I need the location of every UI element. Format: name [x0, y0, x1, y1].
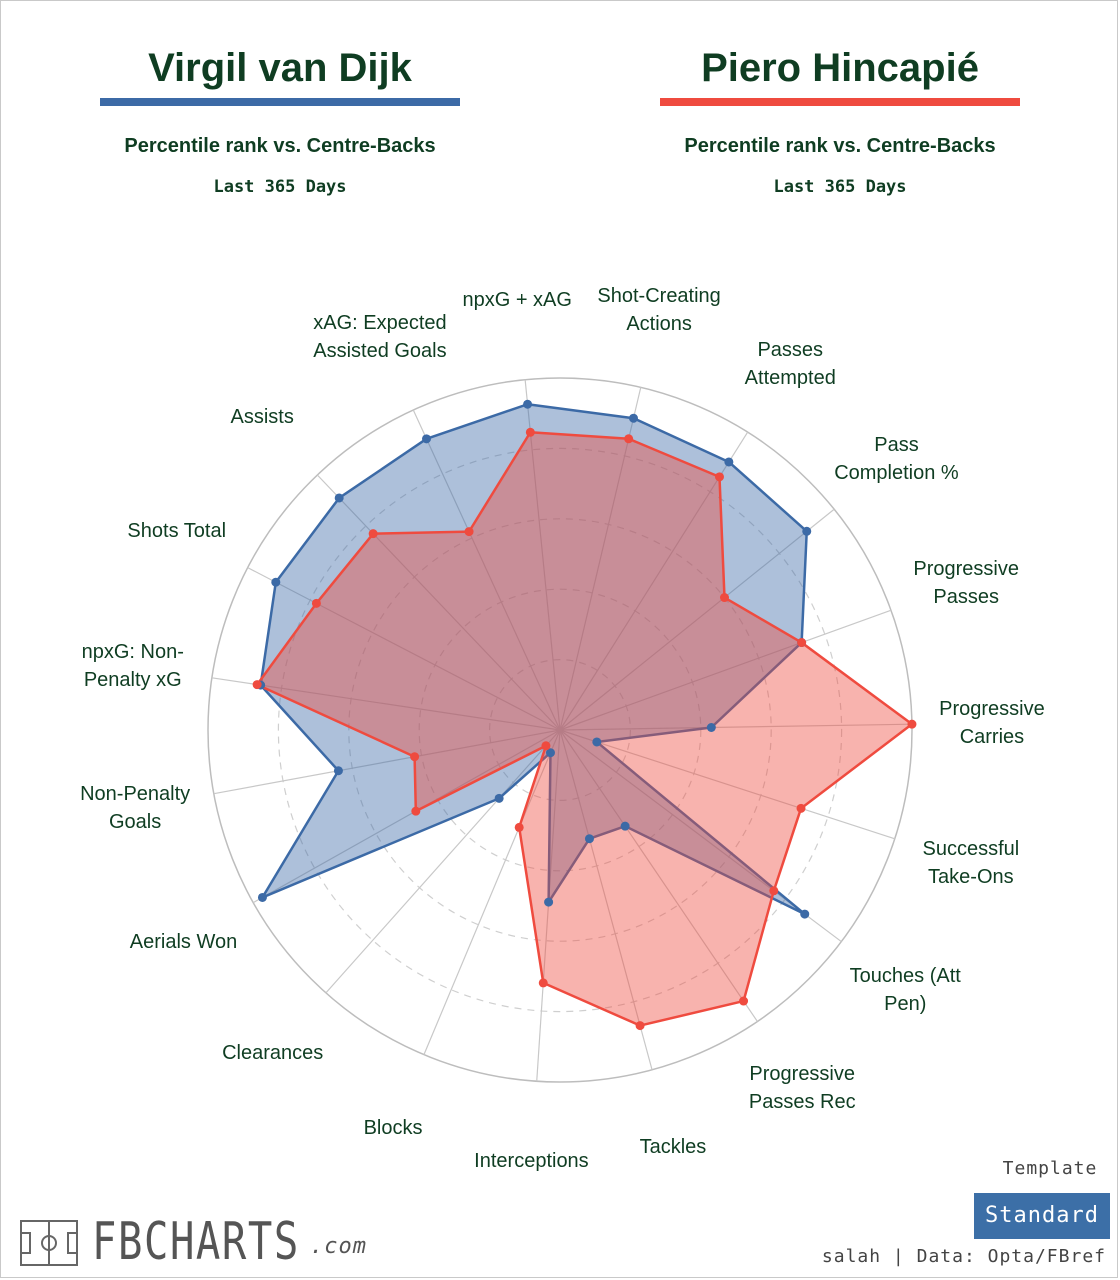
axis-label-16: Assists — [230, 406, 294, 429]
axis-label-17: xAG: Expected Assisted Goals — [313, 312, 447, 363]
player-1-name: Virgil van Dijk — [148, 46, 412, 90]
series-2-point-5 — [796, 803, 806, 813]
axis-spoke-10 — [423, 729, 561, 1055]
axis-spoke-8 — [559, 729, 653, 1070]
axis-label-10: Blocks — [363, 1117, 423, 1140]
player-2-period: Last 365 Days — [773, 177, 907, 197]
axis-label-9: Interceptions — [474, 1150, 589, 1173]
template-standard-button[interactable]: Standard — [974, 1193, 1110, 1239]
pitch-icon — [20, 1220, 78, 1266]
axis-label-7: Progressive Passes Rec — [748, 1062, 856, 1113]
series-1-point-17 — [421, 434, 431, 444]
axis-spoke-7 — [559, 729, 758, 1022]
grid-circle-outer — [207, 377, 913, 1083]
axis-label-13: Non-Penalty Goals — [80, 783, 191, 834]
series-1-point-15 — [271, 577, 281, 587]
series-1-point-12 — [257, 892, 267, 902]
grid-circle-80 — [277, 447, 843, 1013]
player-1-underline — [100, 98, 460, 106]
axis-label-4: Progressive Carries — [939, 697, 1045, 748]
series-1-point-11 — [494, 793, 504, 803]
player-1-subtitle: Percentile rank vs. Centre-Backs — [124, 135, 436, 157]
player-2-header: Piero Hincapié Percentile rank vs. Centr… — [660, 40, 1020, 197]
player-2-name: Piero Hincapié — [701, 46, 979, 90]
series-1-point-8 — [584, 834, 594, 844]
axis-spoke-12 — [252, 729, 561, 904]
axis-label-5: Successful Take-Ons — [922, 838, 1020, 889]
axis-spoke-5 — [559, 729, 895, 840]
series-1-point-4 — [706, 722, 716, 732]
axis-spoke-0 — [559, 387, 642, 731]
series-2-point-1 — [714, 472, 724, 482]
axis-spoke-14 — [211, 677, 561, 731]
series-2-point-6 — [769, 886, 779, 896]
series-2-point-8 — [635, 1021, 645, 1031]
brand-name: FBCHARTS — [92, 1212, 300, 1272]
series-1-point-2 — [802, 526, 812, 536]
series-2-point-16 — [368, 529, 378, 539]
series-1-point-10 — [545, 748, 555, 758]
axis-spoke-18 — [524, 379, 561, 731]
series-2-point-13 — [410, 752, 420, 762]
axis-label-18: npxG + xAG — [462, 289, 572, 312]
axis-spoke-2 — [559, 508, 835, 731]
series-2-point-11 — [541, 741, 551, 751]
player-2-underline — [660, 98, 1020, 106]
series-1-point-1 — [724, 457, 734, 467]
series-area-2 — [255, 431, 914, 1027]
data-credit: salah | Data: Opta/FBref — [821, 1246, 1106, 1267]
series-2-point-18 — [525, 427, 535, 437]
axis-label-6: Touches (Att Pen) — [849, 964, 961, 1015]
grid-circle-60 — [348, 518, 772, 942]
series-2-point-9 — [538, 978, 548, 988]
series-2-point-3 — [797, 638, 807, 648]
axis-label-11: Clearances — [222, 1041, 324, 1064]
series-2-point-10 — [514, 822, 524, 832]
series-1-point-13 — [333, 766, 343, 776]
axis-label-12: Aerials Won — [129, 930, 238, 953]
series-2-point-12 — [411, 806, 421, 816]
series-2-point-15 — [311, 598, 321, 608]
grid-circle-20 — [489, 658, 632, 801]
axis-spoke-15 — [247, 567, 561, 731]
axis-spoke-16 — [316, 474, 561, 731]
axis-label-1: Passes Attempted — [744, 339, 836, 390]
series-1-point-7 — [620, 821, 630, 831]
series-area-1 — [259, 402, 808, 916]
axis-spoke-13 — [213, 729, 561, 795]
axis-label-2: Pass Completion % — [834, 434, 959, 485]
series-1-point-6 — [800, 909, 810, 919]
player-2-subtitle: Percentile rank vs. Centre-Backs — [684, 135, 996, 157]
player-1-period: Last 365 Days — [213, 177, 347, 197]
series-1-point-0 — [628, 413, 638, 423]
axis-spoke-11 — [325, 729, 561, 994]
brand-suffix: .com — [310, 1234, 367, 1259]
series-2-point-0 — [624, 434, 634, 444]
series-2-point-17 — [464, 527, 474, 537]
axis-label-0: Shot-Creating Actions — [597, 284, 721, 335]
series-1-point-16 — [334, 493, 344, 503]
series-2-point-2 — [719, 593, 729, 603]
axis-label-3: Progressive Passes — [913, 557, 1019, 608]
series-1-point-9 — [544, 897, 554, 907]
axis-spoke-1 — [559, 431, 749, 731]
axis-spoke-17 — [412, 409, 561, 731]
template-label: Template — [1002, 1158, 1098, 1179]
series-1-point-5 — [592, 737, 602, 747]
series-2-point-4 — [907, 719, 917, 729]
series-2-point-7 — [739, 996, 749, 1006]
player-1-header: Virgil van Dijk Percentile rank vs. Cent… — [100, 40, 460, 197]
axis-label-15: Shots Total — [127, 519, 227, 542]
axis-spoke-4 — [559, 723, 912, 731]
series-2-point-14 — [252, 680, 262, 690]
axis-spoke-3 — [559, 609, 892, 731]
series-1-point-18 — [523, 399, 533, 409]
axis-label-14: npxG: Non- Penalty xG — [81, 640, 184, 691]
axis-label-8: Tackles — [639, 1135, 707, 1158]
